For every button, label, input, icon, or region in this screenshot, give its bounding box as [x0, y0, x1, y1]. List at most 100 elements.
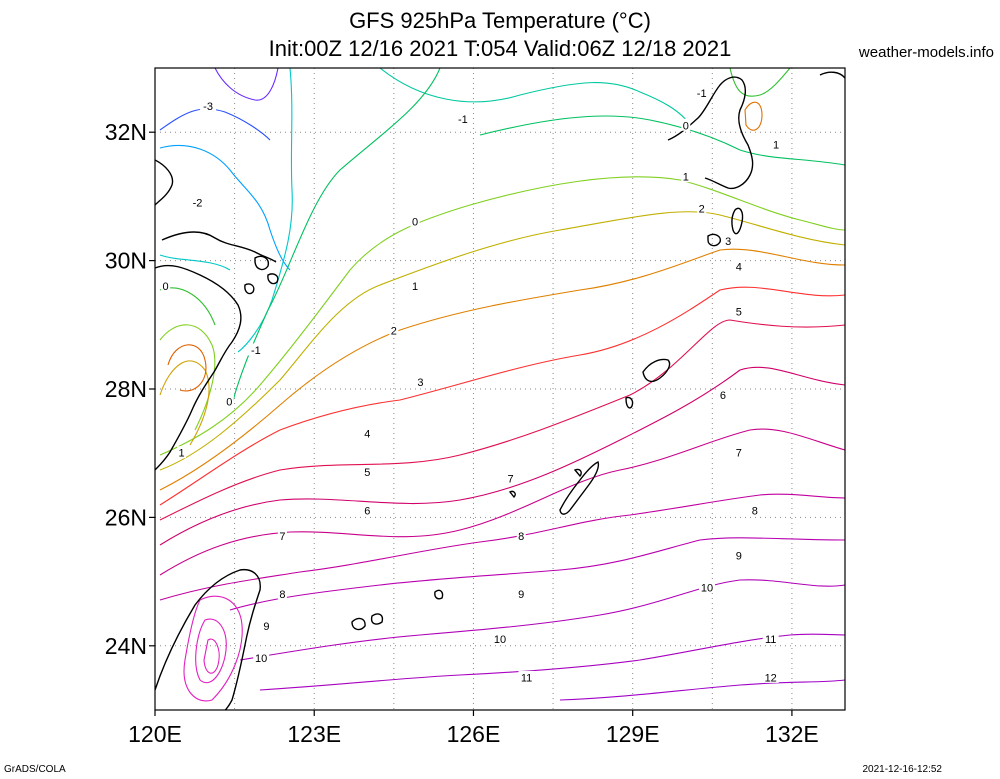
- contour-labels: -3-2-1-1-1000011112233445566777888999101…: [161, 86, 781, 684]
- contour-label: 5: [364, 467, 370, 479]
- y-tick-label: 32N: [105, 119, 147, 145]
- contour-label-bg: [362, 465, 372, 478]
- isotherm-minus2: [159, 144, 291, 271]
- contour-label: 10: [255, 653, 267, 665]
- contour-label-bg: [697, 202, 707, 215]
- contour-label: 1: [683, 172, 689, 184]
- contour-label-bg: [518, 670, 535, 683]
- contour-label: 9: [736, 550, 742, 562]
- contour-label: 0: [412, 217, 418, 229]
- china-coast-north: [155, 159, 174, 206]
- chart-title: GFS 925hPa Temperature (°C): [349, 8, 651, 33]
- chart-subtitle: Init:00Z 12/16 2021 T:054 Valid:06Z 12/1…: [268, 36, 732, 61]
- contour-label: 3: [725, 236, 731, 248]
- contour-label-bg: [410, 279, 420, 292]
- contour-label-bg: [247, 343, 264, 356]
- isotherm-8: [159, 493, 845, 601]
- isotherm-2: [159, 211, 845, 471]
- isotherm-3-coast: [167, 344, 207, 392]
- isotherm-japan-warm-core: [744, 101, 763, 131]
- source-credit: weather-models.info: [858, 44, 994, 61]
- contour-label: 10: [701, 583, 713, 595]
- okinawa-islets: [508, 468, 582, 499]
- y-tick-label: 30N: [105, 248, 147, 274]
- x-tick-label: 126E: [447, 721, 501, 747]
- isotherm-0: [231, 68, 441, 406]
- isotherm-minus3-north: [214, 68, 279, 101]
- contour-label: 1: [773, 140, 779, 152]
- contour-label: 4: [736, 262, 742, 274]
- sakishima-islands: [351, 589, 444, 631]
- contour-label: -1: [697, 88, 707, 100]
- contour-label: 3: [417, 377, 423, 389]
- zhoushan-islands: [244, 255, 279, 295]
- contour-label-bg: [200, 99, 217, 112]
- contour-label: 2: [391, 326, 397, 338]
- isotherm-10: [239, 579, 845, 661]
- y-tick-label: 28N: [105, 376, 147, 402]
- contour-label: 9: [518, 589, 524, 601]
- isotherm-5: [159, 319, 845, 521]
- contour-label: -1: [251, 345, 261, 357]
- contour-label-bg: [750, 503, 760, 516]
- contour-label: 2: [699, 204, 705, 216]
- isotherm-6: [159, 366, 845, 546]
- contour-label-bg: [362, 426, 372, 439]
- contour-label: -1: [458, 114, 468, 126]
- x-tick-label: 129E: [606, 721, 660, 747]
- contour-label: -3: [203, 101, 213, 113]
- contour-label: 6: [720, 390, 726, 402]
- software-credit: GrADS/COLA: [4, 764, 66, 775]
- okinawa-island: [559, 461, 600, 515]
- contour-label-bg: [410, 215, 420, 228]
- isotherm-11: [259, 633, 845, 691]
- contour-label-bg: [161, 279, 171, 292]
- contour-label: 5: [736, 306, 742, 318]
- x-tick-label: 132E: [765, 721, 819, 747]
- kyushu-coast: [667, 76, 754, 190]
- tanegashima: [731, 207, 744, 235]
- contour-label-bg: [415, 375, 425, 388]
- isotherm-minus3: [159, 108, 271, 141]
- contour-label-bg: [718, 388, 728, 401]
- map-axes: 120E 123E 126E 129E 132E 24N 26N 28N 30N 32N: [105, 119, 819, 747]
- contour-label: 0: [683, 120, 689, 132]
- contour-label-bg: [734, 548, 744, 561]
- contour-label-bg: [506, 471, 516, 484]
- contour-label-bg: [699, 581, 715, 594]
- isotherm-minus1-north: [379, 68, 691, 126]
- lat-lon-grid: [155, 68, 845, 710]
- contour-label-bg: [362, 503, 372, 516]
- isotherm-3: [159, 248, 845, 491]
- render-timestamp: 2021-12-16-12:52: [862, 764, 942, 775]
- contour-label-bg: [516, 529, 526, 542]
- isotherm-minus1-south: [159, 254, 231, 271]
- japan-shikoku: [819, 71, 845, 79]
- china-coast-zhejiang: [155, 264, 242, 471]
- isotherm-0-west: [159, 287, 216, 326]
- contour-label-bg: [734, 304, 744, 317]
- isotherm-japan-north: [729, 68, 791, 97]
- contour-label: 12: [765, 672, 777, 684]
- contour-label-bg: [681, 170, 691, 183]
- contour-label-bg: [224, 394, 234, 407]
- coastlines: [155, 71, 845, 710]
- contour-label-bg: [516, 587, 526, 600]
- isotherm-4: [159, 286, 845, 506]
- contour-label: 8: [752, 505, 758, 517]
- contour-label-bg: [253, 651, 270, 664]
- tokunoshima: [625, 396, 634, 409]
- taiwan-coast: [155, 568, 261, 710]
- contour-label-bg: [734, 260, 744, 273]
- contour-label-bg: [681, 118, 691, 131]
- contour-label: 7: [508, 473, 514, 485]
- contour-label-bg: [723, 234, 733, 247]
- isotherm-0-north: [479, 115, 845, 166]
- isotherms: [159, 68, 845, 702]
- contour-label-bg: [261, 619, 271, 632]
- amami-oshima: [642, 358, 671, 383]
- map-plot-area: -3-2-1-1-1000011112233445566777888999101…: [155, 68, 845, 710]
- contour-label: 11: [765, 634, 776, 646]
- x-tick-label: 120E: [128, 721, 182, 747]
